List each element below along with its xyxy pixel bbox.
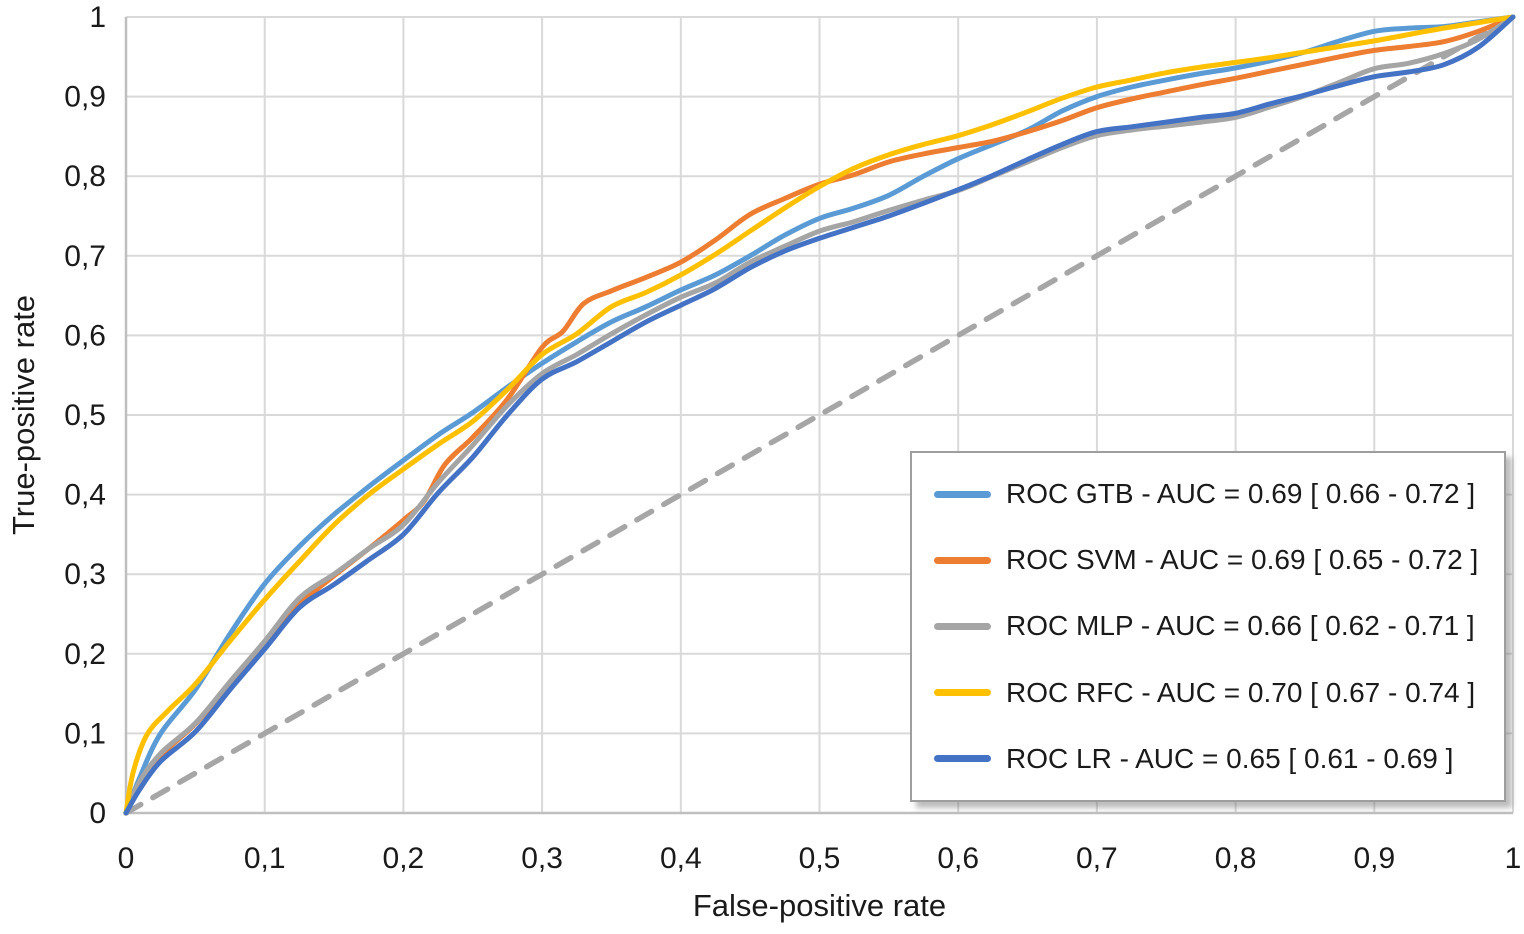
y-tick-label: 0: [89, 797, 106, 830]
legend-entry-rfc: ROC RFC - AUC = 0.70 [ 0.67 - 0.74 ]: [934, 677, 1504, 709]
legend-entry-svm: ROC SVM - AUC = 0.69 [ 0.65 - 0.72 ]: [934, 544, 1504, 576]
x-tick-label: 0,5: [799, 842, 841, 875]
x-tick-label: 0,1: [244, 842, 286, 875]
x-tick-label: 0: [118, 842, 135, 875]
roc-curve-gtb: [123, 14, 1516, 816]
legend: ROC GTB - AUC = 0.69 [ 0.66 - 0.72 ] ROC …: [910, 451, 1506, 802]
roc-curve-rfc: [123, 14, 1516, 816]
y-tick-label: 0,3: [64, 558, 106, 591]
legend-label: ROC SVM - AUC = 0.69 [ 0.65 - 0.72 ]: [1006, 544, 1479, 576]
chance-diagonal-line: [123, 14, 1516, 816]
roc-curve-lr: [123, 14, 1516, 816]
legend-label: ROC MLP - AUC = 0.66 [ 0.62 - 0.71 ]: [1006, 610, 1475, 642]
legend-entry-gtb: ROC GTB - AUC = 0.69 [ 0.66 - 0.72 ]: [934, 478, 1504, 510]
x-tick-label: 0,8: [1215, 842, 1257, 875]
legend-label: ROC RFC - AUC = 0.70 [ 0.67 - 0.74 ]: [1006, 676, 1476, 708]
x-tick-label: 0,4: [660, 842, 702, 875]
x-tick-label: 1: [1505, 842, 1522, 875]
x-tick-label: 0,7: [1076, 842, 1118, 875]
x-tick-label: 0,2: [383, 842, 425, 875]
legend-swatch-svm: [934, 556, 991, 564]
x-tick-label: 0,9: [1353, 842, 1395, 875]
legend-swatch-rfc: [934, 689, 991, 697]
legend-label: ROC GTB - AUC = 0.69 [ 0.66 - 0.72 ]: [1006, 478, 1476, 510]
legend-swatch-mlp: [934, 622, 991, 630]
legend-label: ROC LR - AUC = 0.65 [ 0.61 - 0.69 ]: [1006, 742, 1454, 774]
roc-curve-mlp: [123, 14, 1516, 816]
y-tick-label: 0,1: [64, 717, 106, 750]
legend-swatch-lr: [934, 755, 991, 763]
legend-entry-mlp: ROC MLP - AUC = 0.66 [ 0.62 - 0.71 ]: [934, 610, 1504, 642]
y-tick-label: 0,9: [64, 81, 106, 114]
y-tick-label: 0,5: [64, 399, 106, 432]
y-tick-label: 0,6: [64, 319, 106, 352]
x-axis-title: False-positive rate: [692, 888, 947, 923]
legend-swatch-gtb: [934, 490, 991, 498]
legend-entry-lr: ROC LR - AUC = 0.65 [ 0.61 - 0.69 ]: [934, 743, 1504, 775]
x-tick-label: 0,6: [937, 842, 979, 875]
y-tick-label: 0,2: [64, 638, 106, 671]
y-tick-label: 1: [89, 1, 106, 34]
y-axis-title: True-positive rate: [6, 294, 41, 536]
x-tick-label: 0,3: [521, 842, 563, 875]
y-tick-label: 0,4: [64, 479, 106, 512]
y-tick-label: 0,8: [64, 160, 106, 193]
y-tick-label: 0,7: [64, 240, 106, 273]
